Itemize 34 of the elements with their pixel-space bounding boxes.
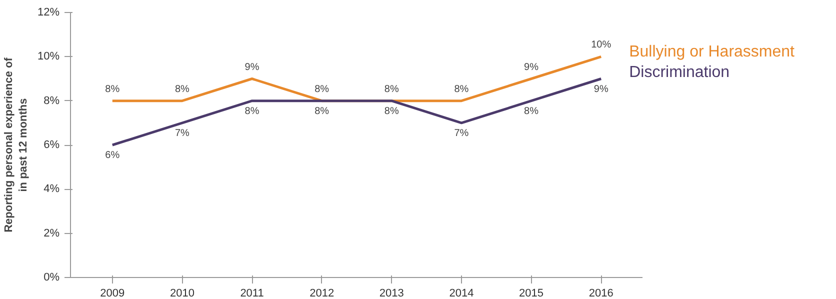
x-tick-label: 2009 [100,288,125,299]
series-label: Discrimination [629,64,730,81]
x-tick-label: 2011 [240,288,264,299]
data-label: 7% [454,128,469,139]
data-label: 8% [174,84,190,95]
x-tick-label: 2010 [170,288,194,299]
x-tick-label: 2013 [379,288,404,299]
series-label: Bullying or Harassment [629,44,796,61]
data-label: 8% [314,106,330,117]
data-label: 9% [244,62,260,73]
data-label: 7% [174,128,190,139]
y-tick-label: 8% [44,94,60,107]
data-label: 8% [524,106,539,117]
data-label: 8% [384,106,399,117]
data-label: 8% [454,84,469,95]
data-label: 8% [244,106,260,117]
y-tick-label: 10% [37,50,60,63]
data-label: 6% [105,150,120,161]
y-tick-label: 0% [44,272,60,284]
data-label: 8% [105,84,120,95]
data-label: 8% [314,84,330,95]
data-label: 10% [591,40,612,51]
x-tick-label: 2012 [310,288,334,299]
data-label: 9% [524,62,539,73]
y-tick-label: 6% [44,139,60,151]
y-tick-label: 12% [37,6,60,18]
x-tick-label: 2016 [588,288,614,299]
x-tick-label: 2015 [519,288,544,299]
y-tick-label: 2% [44,227,60,240]
data-label: 9% [594,84,608,95]
y-tick-label: 4% [44,183,60,196]
y-axis-title: Reporting personal experience of in past 12 months [3,57,30,232]
x-tick-label: 2014 [449,288,474,299]
data-label: 8% [384,84,399,95]
